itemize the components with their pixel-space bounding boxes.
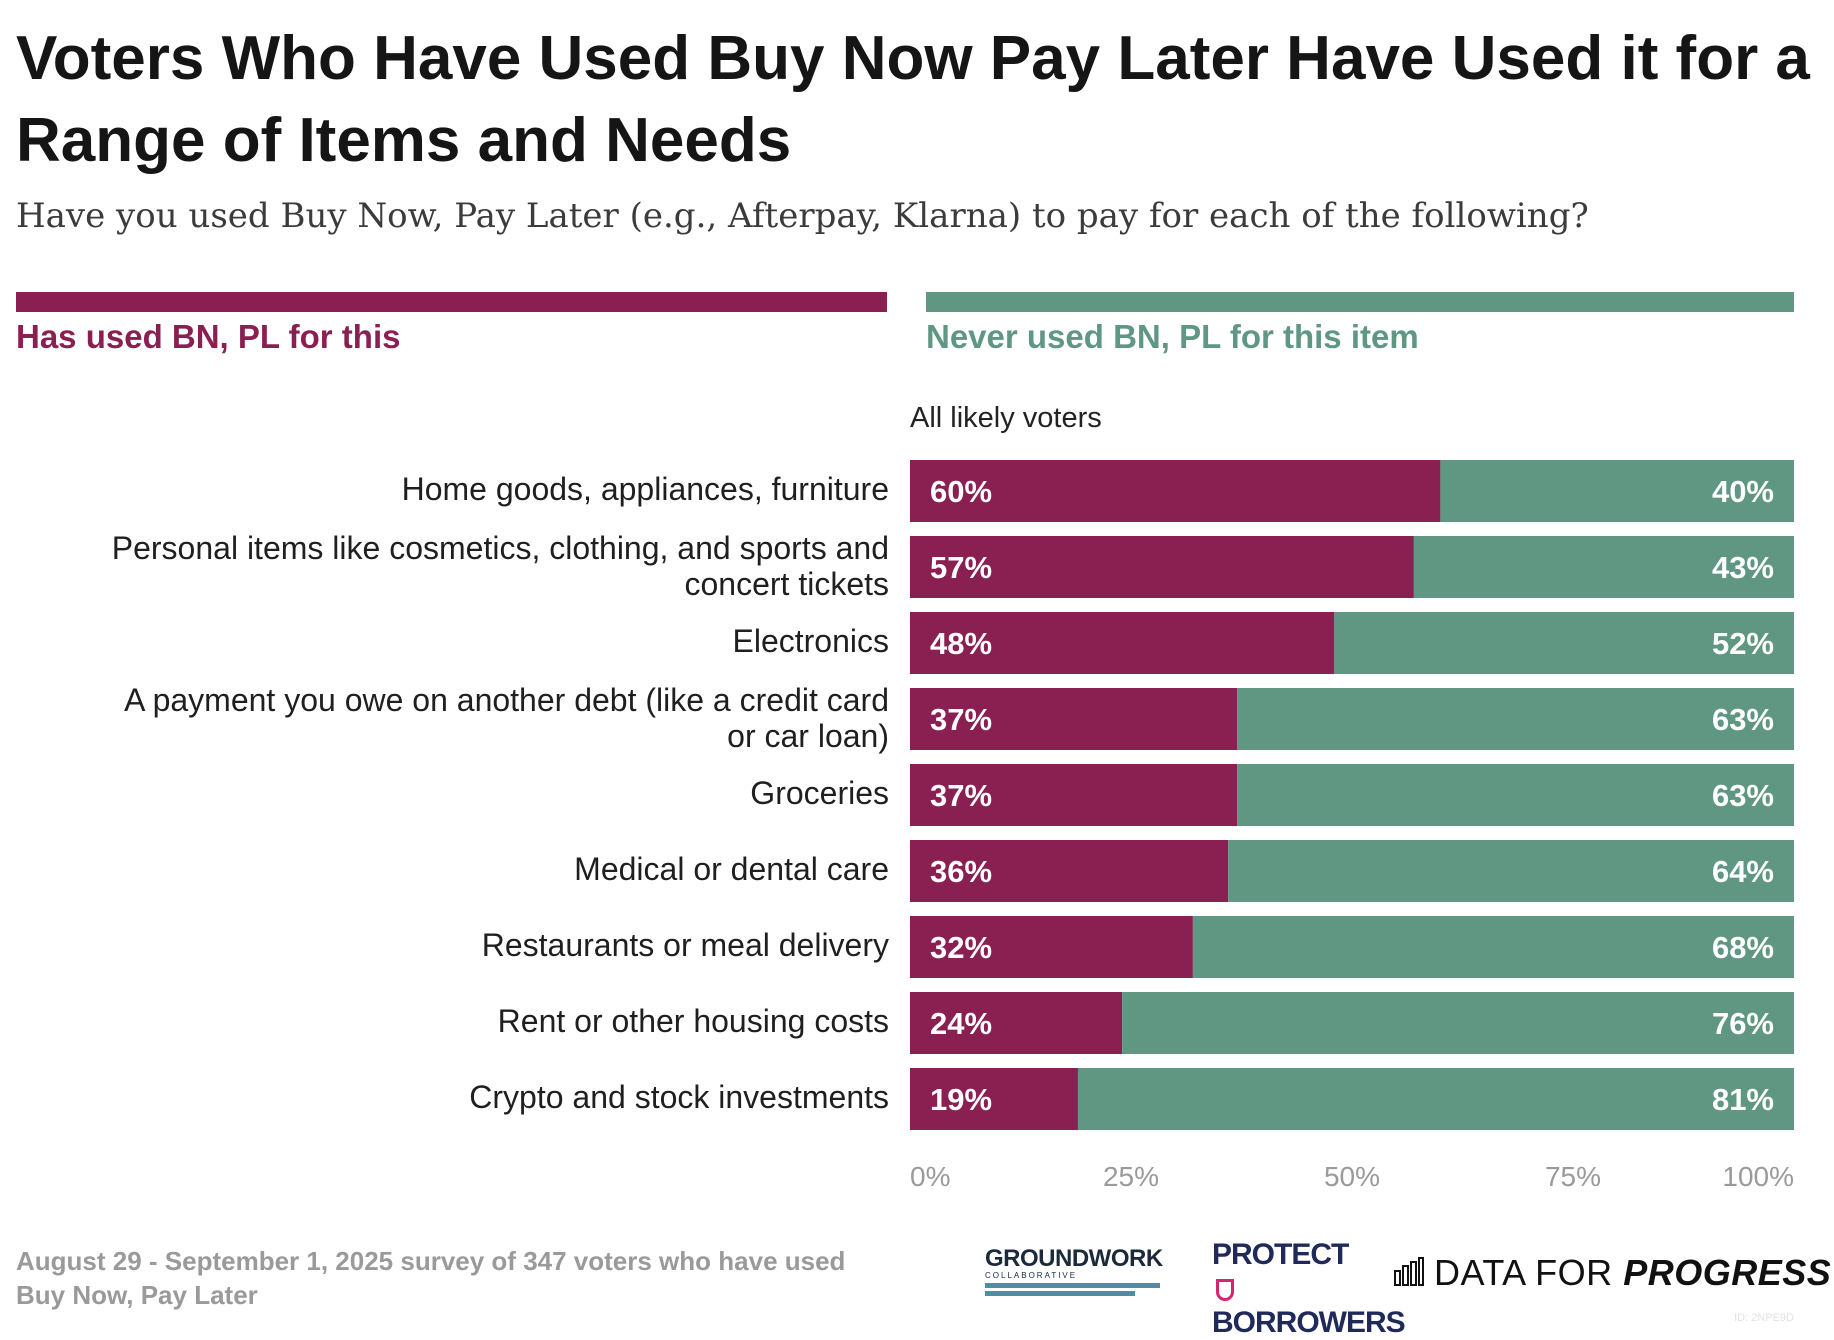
bar-used <box>910 764 1238 826</box>
value-label-used: 19% <box>930 1082 992 1117</box>
value-label-never: 68% <box>1712 930 1774 965</box>
category-label: Electronics <box>732 623 890 659</box>
value-label-used: 48% <box>930 626 992 661</box>
x-tick-label: 100% <box>1722 1161 1794 1192</box>
value-label-used: 57% <box>930 550 992 585</box>
bar-never <box>1192 916 1794 978</box>
category-label: Medical or dental care <box>574 851 889 887</box>
data-for-progress-logo: DATA FOR PROGRESS <box>1394 1252 1831 1296</box>
bar-used <box>910 460 1441 522</box>
legend-used-swatch <box>16 292 887 312</box>
chart-subtitle: Have you used Buy Now, Pay Later (e.g., … <box>16 196 1589 236</box>
value-label-never: 76% <box>1712 1006 1774 1041</box>
survey-note: August 29 - September 1, 2025 survey of … <box>16 1246 846 1310</box>
legend-never-swatch <box>926 292 1794 312</box>
x-tick-label: 75% <box>1545 1161 1601 1192</box>
category-label: Groceries <box>750 775 889 811</box>
value-label-never: 64% <box>1712 854 1774 889</box>
legend-never-label: Never used BN, PL for this item <box>926 318 1419 355</box>
bar-never <box>1077 1068 1794 1130</box>
x-tick-label: 50% <box>1324 1161 1380 1192</box>
dfp-prefix: DATA FOR <box>1434 1252 1613 1293</box>
bar-never <box>1237 688 1794 750</box>
groundwork-name: GROUNDWORK <box>985 1245 1163 1272</box>
dfp-strong: PROGRESS <box>1623 1252 1832 1293</box>
group-label: All likely voters <box>910 402 1102 434</box>
bar-never <box>1440 460 1794 522</box>
stacked-bar-chart: 60% 40% 57% 43% 48% 52% 37% 63% 37% 63% 36% 64% 32% 6… <box>910 460 1794 1192</box>
category-label: Personal items like cosmetics, clothing,… <box>111 530 889 602</box>
category-label: Crypto and stock investments <box>469 1079 889 1115</box>
bar-used <box>910 840 1229 902</box>
category-label: Restaurants or meal delivery <box>481 927 889 963</box>
bar-used <box>910 612 1335 674</box>
bar-never <box>1413 536 1794 598</box>
value-label-used: 36% <box>930 854 992 889</box>
value-label-never: 43% <box>1712 550 1774 585</box>
value-label-never: 52% <box>1712 626 1774 661</box>
bar-chart-icon <box>1394 1254 1424 1296</box>
bar-never <box>1228 840 1794 902</box>
chart-title: Voters Who Have Used Buy Now Pay Later H… <box>16 24 1810 175</box>
bar-used <box>910 688 1238 750</box>
bar-never <box>1334 612 1794 674</box>
category-label: A payment you owe on another debt (like … <box>124 682 889 754</box>
bar-used <box>910 992 1123 1054</box>
value-label-used: 32% <box>930 930 992 965</box>
groundwork-sub: COLLABORATIVE <box>985 1271 1078 1280</box>
value-label-used: 24% <box>930 1006 992 1041</box>
value-label-used: 37% <box>930 702 992 737</box>
bar-used <box>910 1068 1078 1130</box>
value-label-used: 37% <box>930 778 992 813</box>
category-label: Home goods, appliances, furniture <box>401 471 889 507</box>
value-label-never: 81% <box>1712 1082 1774 1117</box>
groundwork-logo: GROUNDWORK COLLABORATIVE <box>985 1245 1163 1296</box>
x-tick-label: 25% <box>1103 1161 1159 1192</box>
category-label: Rent or other housing costs <box>497 1003 889 1039</box>
value-label-never: 40% <box>1712 474 1774 509</box>
bar-used <box>910 916 1193 978</box>
bar-used <box>910 536 1414 598</box>
protect-borrowers-logo: PROTECT BORROWERS <box>1212 1238 1406 1340</box>
groundwork-stripes <box>985 1283 1160 1296</box>
protect-word: PROTECT <box>1212 1238 1349 1271</box>
bar-never <box>1122 992 1794 1054</box>
borrowers-word: BORROWERS <box>1212 1306 1406 1339</box>
bar-never <box>1237 764 1794 826</box>
value-label-used: 60% <box>930 474 992 509</box>
shield-icon <box>1216 1279 1234 1302</box>
chart-id: ID: 2NPE9D <box>1734 1312 1794 1324</box>
x-tick-label: 0% <box>910 1161 950 1192</box>
value-label-never: 63% <box>1712 702 1774 737</box>
legend-used-label: Has used BN, PL for this <box>16 318 401 355</box>
value-label-never: 63% <box>1712 778 1774 813</box>
